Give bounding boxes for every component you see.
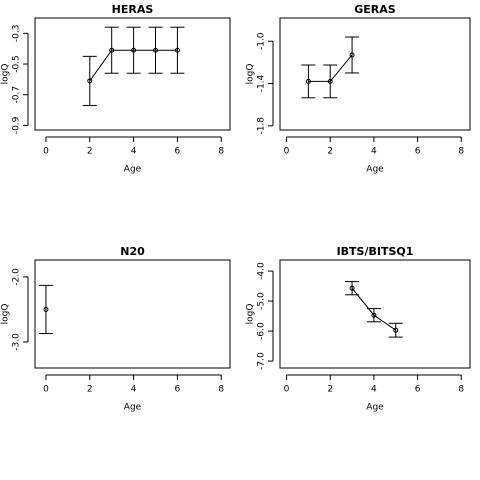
point xyxy=(43,306,49,312)
y-axis-label: logQ xyxy=(1,64,11,85)
point xyxy=(131,47,137,53)
x-tick-label: 6 xyxy=(175,147,181,157)
x-tick-label: 8 xyxy=(218,147,224,157)
y-tick-label: -4.0 xyxy=(257,262,267,280)
panel: HERAS 0 2 4 6 8 Age -0.3 -0.5 -0.7 -0.9 logQ xyxy=(1,3,231,175)
y-axis-label: logQ xyxy=(246,64,256,85)
y-tick-label: -0.9 xyxy=(12,116,22,134)
plot-box xyxy=(279,259,471,369)
x-axis-label: Age xyxy=(124,403,142,413)
error-bar xyxy=(388,322,403,338)
y-tick-label: -2.0 xyxy=(12,268,22,286)
error-bar xyxy=(301,64,316,99)
y-tick-label: -6.0 xyxy=(257,322,267,340)
plot-box xyxy=(34,17,231,131)
panel: IBTS/BITSQ1 0 2 4 6 8 Age -4.0 -5.0 -6.0 -7.0 logQ xyxy=(246,245,471,413)
y-tick-label: -7.0 xyxy=(257,352,267,370)
error-bar xyxy=(104,26,119,74)
x-tick-label: 8 xyxy=(458,385,464,395)
error-bar xyxy=(345,36,360,74)
y-tick-label: -1.8 xyxy=(257,117,267,135)
x-tick-label: 8 xyxy=(218,385,224,395)
y-axis-label: logQ xyxy=(246,304,256,325)
point xyxy=(371,312,377,318)
error-bar xyxy=(126,26,141,74)
x-tick-label: 4 xyxy=(371,147,377,157)
panel-title: GERAS xyxy=(354,3,396,16)
x-tick-label: 2 xyxy=(87,385,93,395)
x-tick-label: 2 xyxy=(327,147,333,157)
point xyxy=(305,78,311,84)
x-tick-label: 0 xyxy=(43,385,49,395)
panel: GERAS 0 2 4 6 8 Age -1.0 -1.4 -1.8 logQ xyxy=(246,3,471,175)
x-tick-label: 4 xyxy=(131,385,137,395)
point xyxy=(153,47,159,53)
y-tick-label: -0.3 xyxy=(12,25,22,43)
x-axis-label: Age xyxy=(366,403,384,413)
x-tick-label: 0 xyxy=(43,147,49,157)
point xyxy=(174,47,180,53)
y-tick-label: -1.0 xyxy=(257,32,267,50)
x-tick-label: 0 xyxy=(284,147,290,157)
error-bar xyxy=(323,64,338,99)
x-tick-label: 6 xyxy=(175,385,181,395)
plot-box xyxy=(34,259,231,369)
x-tick-label: 6 xyxy=(415,147,421,157)
x-tick-label: 4 xyxy=(371,385,377,395)
y-tick-label: -1.4 xyxy=(257,74,267,92)
point xyxy=(349,52,355,58)
x-tick-label: 6 xyxy=(415,385,421,395)
point xyxy=(109,47,115,53)
plot-box xyxy=(279,17,471,131)
panel-title: IBTS/BITSQ1 xyxy=(337,245,414,258)
x-tick-label: 8 xyxy=(458,147,464,157)
error-bar xyxy=(345,281,360,296)
point xyxy=(327,78,333,84)
x-tick-label: 2 xyxy=(327,385,333,395)
y-tick-label: -0.5 xyxy=(12,55,22,73)
panel-title: N20 xyxy=(120,245,145,258)
y-axis-label: logQ xyxy=(1,304,11,325)
x-axis-label: Age xyxy=(366,165,384,175)
error-bar xyxy=(82,55,97,106)
point xyxy=(393,327,399,333)
x-tick-label: 4 xyxy=(131,147,137,157)
error-bar xyxy=(366,308,381,323)
y-tick-label: -5.0 xyxy=(257,292,267,310)
x-axis-label: Age xyxy=(124,165,142,175)
y-tick-label: -3.0 xyxy=(12,333,22,351)
error-bar xyxy=(148,26,163,74)
error-bar xyxy=(170,26,185,74)
y-tick-label: -0.7 xyxy=(12,86,22,104)
x-tick-label: 2 xyxy=(87,147,93,157)
panel-title: HERAS xyxy=(112,3,154,16)
error-bar xyxy=(38,284,53,335)
point xyxy=(349,285,355,291)
x-tick-label: 0 xyxy=(284,385,290,395)
point xyxy=(87,78,93,84)
